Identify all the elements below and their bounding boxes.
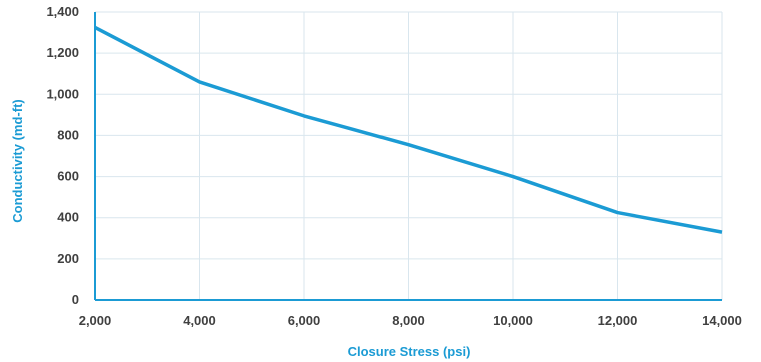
y-tick-label: 1,000 — [46, 86, 79, 101]
y-tick-labels: 0 200 400 600 800 1,000 1,200 1,400 — [46, 4, 79, 307]
series-layer — [94, 25, 723, 234]
series-line — [94, 25, 723, 234]
x-tick-label: 8,000 — [392, 313, 425, 328]
x-tick-label: 6,000 — [288, 313, 321, 328]
x-tick-label: 2,000 — [79, 313, 112, 328]
x-tick-label: 14,000 — [702, 313, 742, 328]
y-axis-title: Conductivity (md-ft) — [10, 99, 25, 222]
y-tick-label: 0 — [72, 292, 79, 307]
y-tick-label: 1,400 — [46, 4, 79, 19]
axes — [94, 12, 722, 301]
x-tick-labels: 2,000 4,000 6,000 8,000 10,000 12,000 14,000 — [79, 313, 742, 328]
x-tick-label: 12,000 — [598, 313, 638, 328]
x-axis-title: Closure Stress (psi) — [348, 344, 471, 359]
grid-lines — [95, 11, 723, 300]
y-tick-label: 800 — [57, 127, 79, 142]
y-tick-label: 200 — [57, 251, 79, 266]
x-tick-label: 10,000 — [493, 313, 533, 328]
y-tick-label: 600 — [57, 169, 79, 184]
y-tick-label: 1,200 — [46, 45, 79, 60]
y-tick-label: 400 — [57, 210, 79, 225]
x-tick-label: 4,000 — [183, 313, 216, 328]
